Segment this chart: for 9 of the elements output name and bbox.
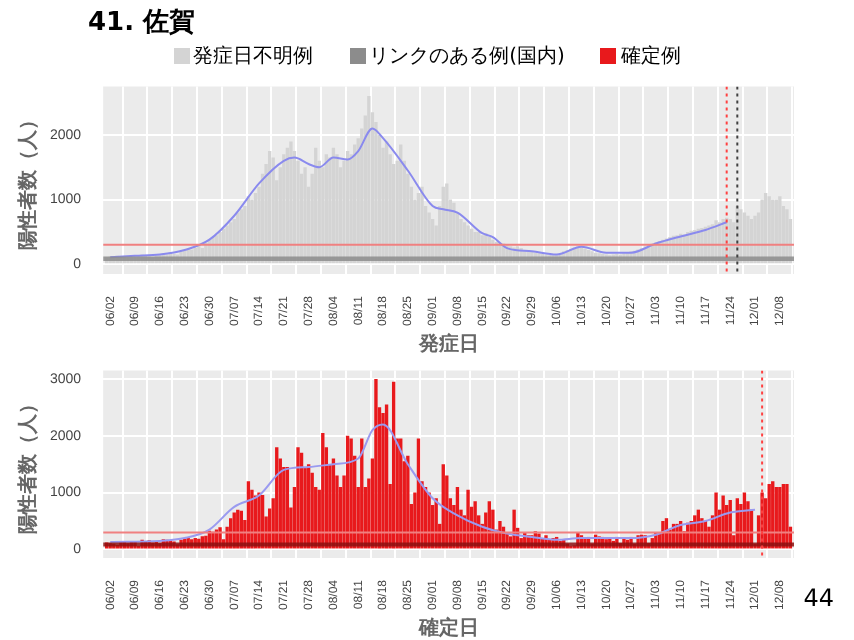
legend-label: 確定例	[618, 43, 681, 70]
x-axis-title: 発症日	[416, 331, 479, 356]
chart-title: 41. 佐賀	[88, 6, 196, 40]
y-axis-title: 陽性者数（人）	[15, 110, 40, 251]
legend-label: リンクのある例(国内)	[367, 43, 565, 70]
text: 44	[803, 584, 834, 612]
legend-label: 発症日不明例	[191, 43, 314, 70]
x-axis-title: 確定日	[416, 615, 479, 640]
y-axis-title: 陽性者数（人）	[15, 394, 40, 535]
